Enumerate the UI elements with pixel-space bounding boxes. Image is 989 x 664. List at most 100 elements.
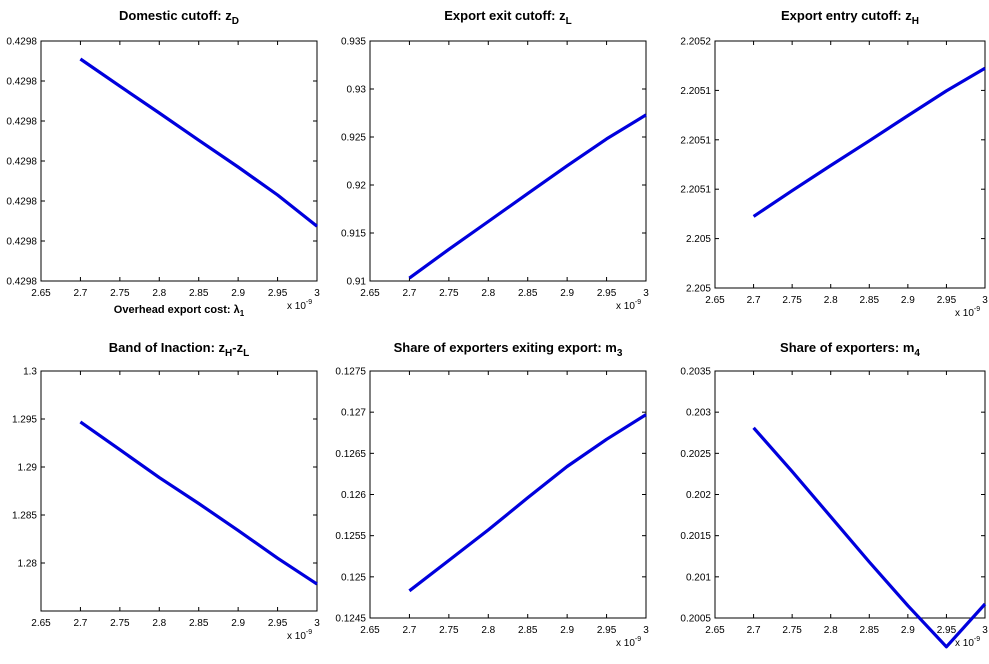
y-tick-label: 0.2005 [680,614,711,625]
plot-area [40,40,318,282]
x-tick-label: 2.75 [439,288,459,299]
chart-panel-1: Domestic cutoff: zD 2.65 2.7 2.75 2.8 2.85 2.9… [6,8,320,318]
y-tick-label: 0.915 [341,229,366,240]
y-tick-label: 0.91 [347,277,367,288]
y-tick-label: 2.2051 [680,135,711,146]
y-tick-label: 0.4298 [6,117,37,128]
x-tick-label: 3 [982,295,988,306]
x-tick-label: 3 [314,618,320,629]
chart-title: Share of exporters: m4 [780,340,920,359]
y-tick-label: 0.203 [686,408,711,419]
y-tick-label: 1.295 [12,415,37,426]
x-tick-label: 2.95 [597,625,617,636]
x-tick-label: 2.75 [110,618,130,629]
y-tick-label: 0.4298 [6,37,37,48]
chart-panel-3: Export entry cutoff: zH 2.65 2.7 2.75 2.8 2.8… [680,8,988,319]
y-tick-label: 0.4298 [6,197,37,208]
y-tick-label: 0.126 [341,490,366,501]
y-tick-label: 0.935 [341,37,366,48]
x-tick-label: 2.8 [152,288,166,299]
y-tick-label: 0.201 [686,572,711,583]
x-tick-label: 2.9 [231,618,245,629]
x-tick-label: 2.95 [597,288,617,299]
y-tick-label: 1.28 [18,559,38,570]
x-tick-label: 2.65 [31,618,51,629]
y-tick-label: 0.2025 [680,449,711,460]
x-tick-label: 2.7 [402,625,416,636]
y-tick-label: 0.1245 [335,614,366,625]
y-tick-label: 2.2051 [680,86,711,97]
x-tick-label: 2.9 [901,625,915,636]
series-line [79,57,318,228]
x-tick-label: 2.65 [705,295,725,306]
y-tick-label: 2.2052 [680,37,711,48]
x-tick-label: 2.9 [560,625,574,636]
chart-title: Export entry cutoff: zH [781,8,919,27]
x-tick-label: 2.95 [937,295,957,306]
y-tick-label: 0.4298 [6,277,37,288]
series-line [408,413,647,593]
x-tick-label: 2.8 [481,288,495,299]
plot-area [714,40,986,289]
y-tick-label: 0.2015 [680,531,711,542]
chart-panel-6: Share of exporters: m4 2.65 2.7 2.75 2.8 2.85… [680,340,988,649]
x-tick-label: 2.9 [901,295,915,306]
x-multiplier: x 10-9 [616,299,641,312]
y-tick-label: 2.2051 [680,185,711,196]
x-tick-label: 2.85 [860,295,880,306]
x-tick-label: 2.8 [824,295,838,306]
x-tick-label: 2.8 [152,618,166,629]
x-tick-label: 2.75 [110,288,130,299]
x-tick-label: 2.8 [824,625,838,636]
y-tick-label: 1.29 [18,463,38,474]
y-tick-label: 0.1255 [335,531,366,542]
x-tick-label: 2.75 [782,295,802,306]
y-tick-label: 0.93 [347,85,367,96]
series-line [408,113,647,280]
x-tick-label: 2.7 [747,295,761,306]
chart-title: Export exit cutoff: zL [444,8,571,27]
x-multiplier: x 10-9 [955,306,980,319]
x-tick-label: 2.9 [231,288,245,299]
x-tick-label: 2.85 [518,625,538,636]
x-tick-label: 2.65 [360,288,380,299]
y-tick-label: 2.205 [686,284,711,295]
x-tick-label: 2.95 [268,618,288,629]
x-multiplier: x 10-9 [287,299,312,312]
x-tick-label: 2.7 [747,625,761,636]
x-axis-label: Overhead export cost: λ1 [114,304,245,318]
series-line [752,426,987,649]
chart-title: Domestic cutoff: zD [119,8,239,27]
x-tick-label: 2.95 [268,288,288,299]
x-tick-label: 2.9 [560,288,574,299]
plot-area [369,40,647,282]
x-tick-label: 2.7 [402,288,416,299]
chart-panel-2: Export exit cutoff: zL 2.65 2.7 2.75 2.8 2.85… [341,8,649,312]
y-tick-label: 0.125 [341,572,366,583]
x-tick-label: 2.95 [937,625,957,636]
y-tick-label: 0.4298 [6,77,37,88]
y-tick-label: 1.285 [12,511,37,522]
x-tick-label: 3 [643,625,649,636]
y-tick-label: 0.1275 [335,367,366,378]
x-tick-label: 3 [982,625,988,636]
x-tick-label: 2.75 [439,625,459,636]
x-multiplier: x 10-9 [616,636,641,649]
x-multiplier: x 10-9 [287,629,312,642]
x-tick-label: 2.7 [73,618,87,629]
series-line [752,66,986,218]
x-tick-label: 3 [643,288,649,299]
x-tick-label: 3 [314,288,320,299]
x-tick-label: 2.85 [518,288,538,299]
x-tick-label: 2.65 [31,288,51,299]
chart-title: Band of Inaction: zH-zL [109,340,249,359]
y-tick-label: 0.4298 [6,237,37,248]
y-tick-label: 2.205 [686,234,711,245]
y-tick-label: 0.127 [341,408,366,419]
chart-panel-5: Share of exporters exiting export: m3 2.6… [335,340,649,649]
chart-title: Share of exporters exiting export: m3 [394,340,623,359]
x-multiplier: x 10-9 [955,636,980,649]
plot-area [714,370,986,619]
y-tick-label: 0.1265 [335,449,366,460]
